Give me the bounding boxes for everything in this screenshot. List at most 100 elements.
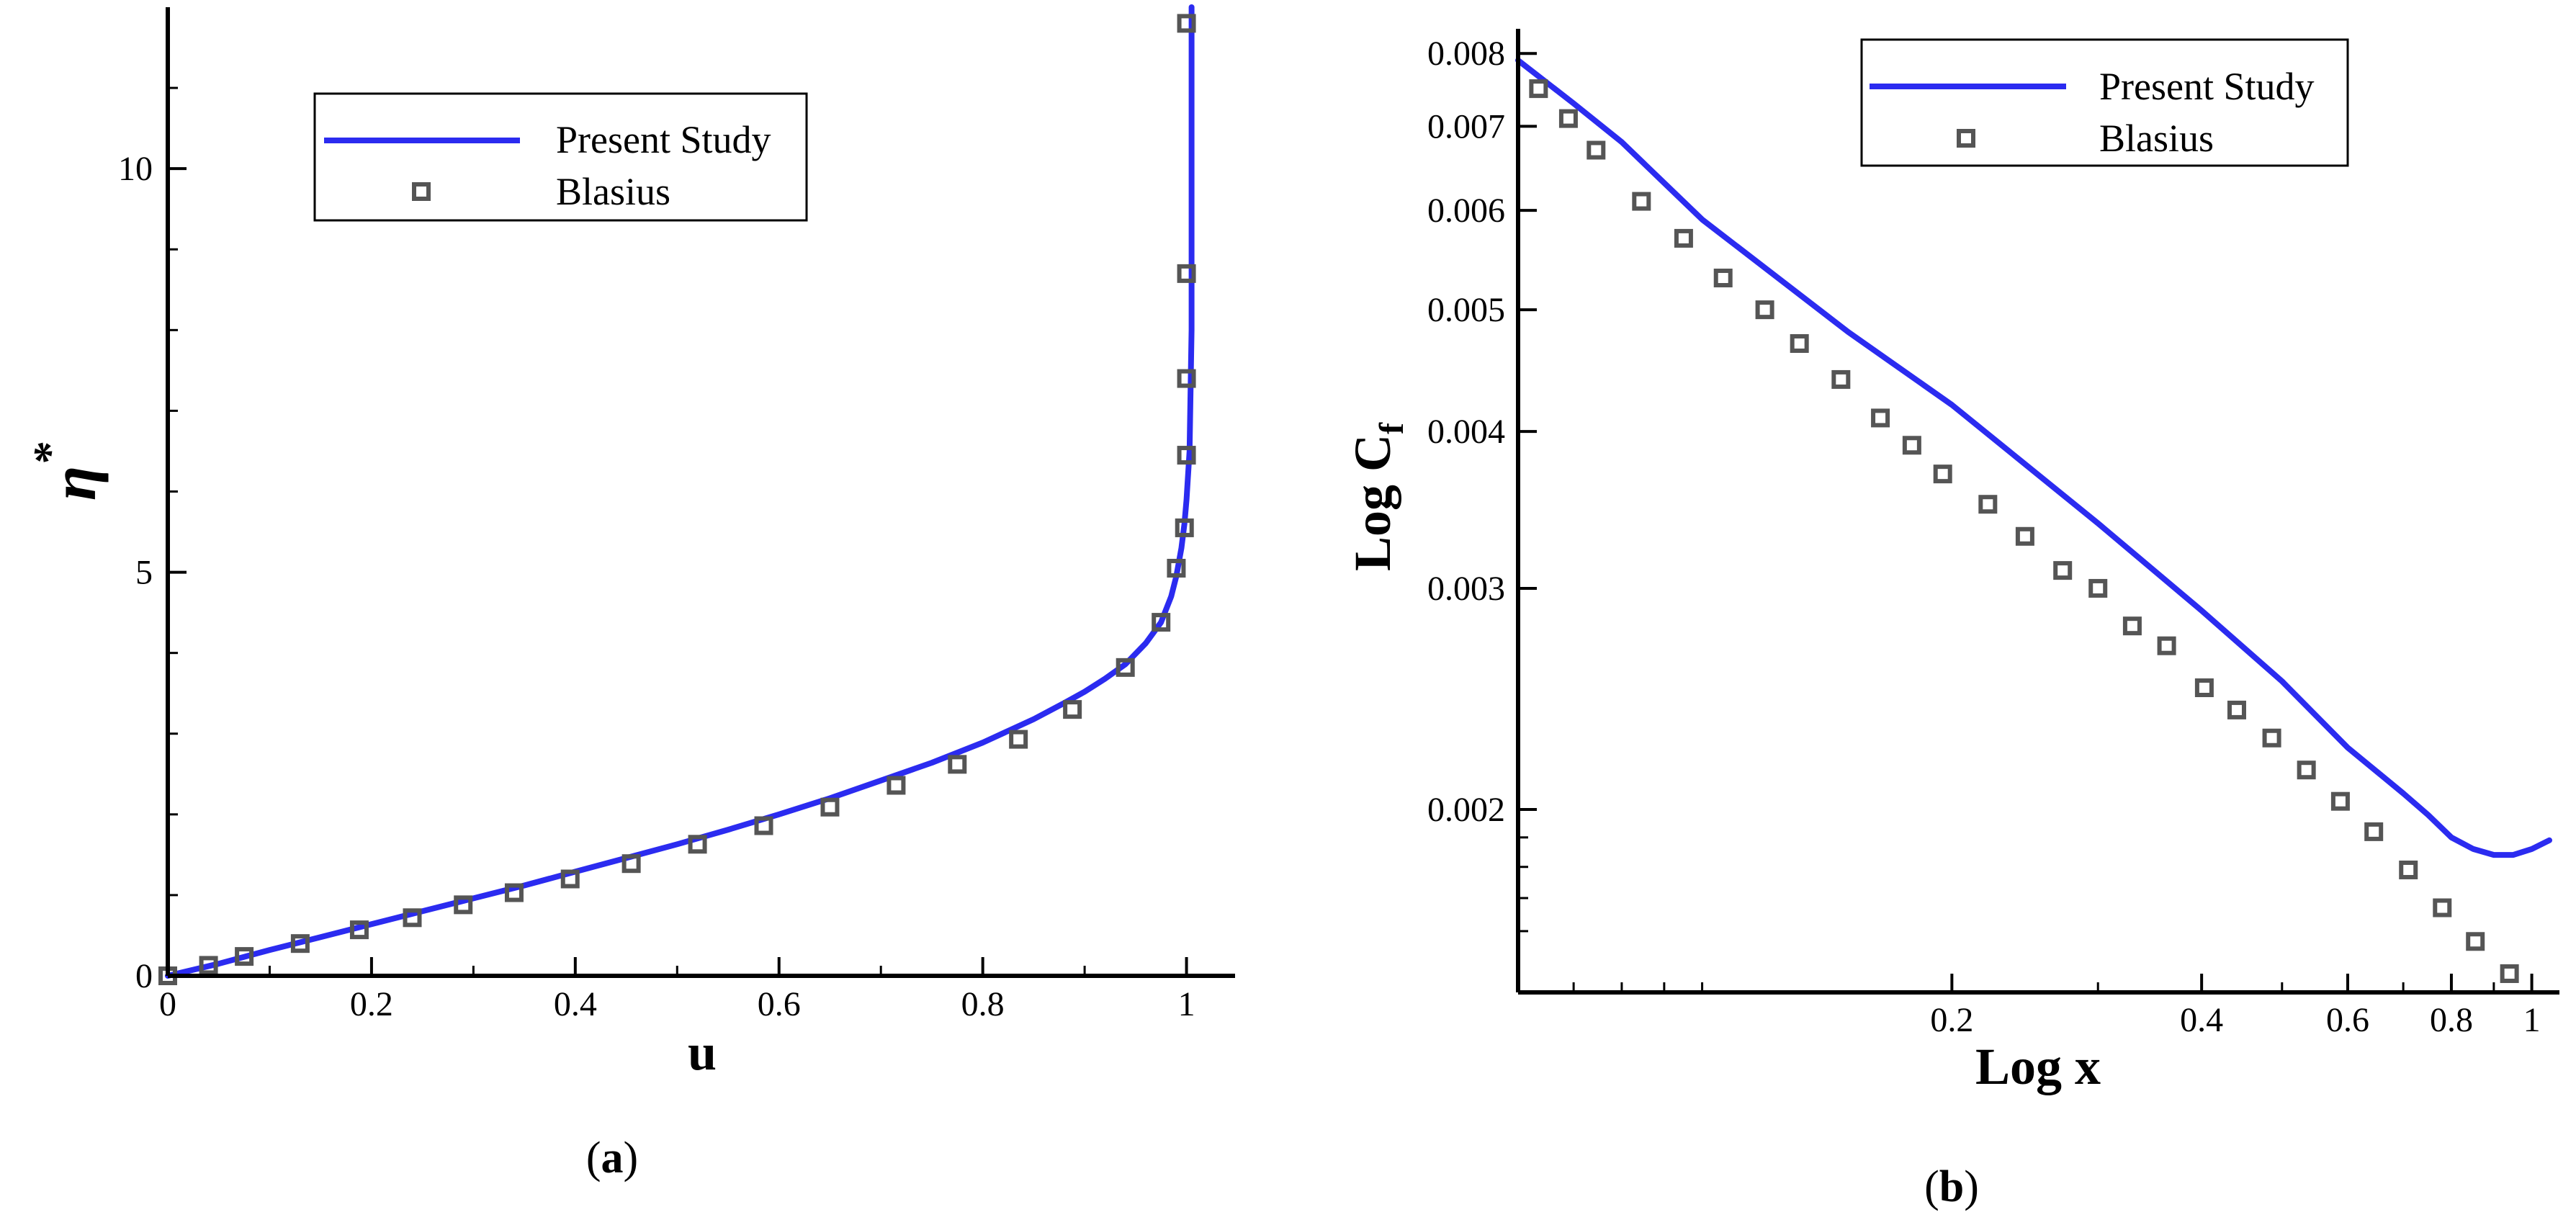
data-point-blasius — [2227, 700, 2246, 719]
data-point-blasius — [1713, 269, 1733, 288]
data-point-blasius — [1902, 436, 1921, 455]
data-point-blasius — [2330, 791, 2350, 811]
legend-label-blasius: Blasius — [556, 170, 670, 213]
y-tick-label: 0.007 — [1427, 107, 1505, 145]
caption-b: (b) — [1924, 1162, 1979, 1211]
data-point-blasius — [2364, 822, 2384, 841]
y-tick-label: 5 — [135, 554, 153, 592]
data-point-blasius — [1871, 408, 1890, 428]
data-point-blasius — [1009, 730, 1028, 749]
y-axis-title: η* — [24, 442, 109, 501]
data-point-blasius — [754, 816, 773, 835]
data-point-blasius — [403, 908, 422, 928]
chart-panel-b: 0.2 0.4 0.6 0.8 1 0.002 0.003 0.004 0.005 0.006 0.… — [1344, 29, 2559, 1211]
legend: Present Study Blasius — [1860, 38, 2349, 167]
data-point-blasius — [1177, 446, 1196, 465]
legend: Present Study Blasius — [313, 92, 808, 222]
y-tick-label: 0.006 — [1427, 192, 1505, 230]
plot-area — [1515, 57, 2552, 983]
data-point-blasius — [1558, 109, 1578, 128]
data-point-blasius — [2157, 636, 2176, 655]
legend-marker-swatch — [1957, 129, 1975, 148]
y-tick-label: 0.003 — [1427, 570, 1505, 608]
y-tick-label: 0.002 — [1427, 791, 1505, 829]
legend-box — [313, 92, 808, 222]
data-point-blasius — [1933, 465, 1952, 484]
data-point-blasius — [2466, 932, 2485, 951]
data-point-blasius — [887, 776, 906, 795]
data-point-blasius — [1529, 79, 1548, 99]
data-point-blasius — [1177, 369, 1196, 388]
data-point-blasius — [1063, 700, 1082, 719]
caption-a: (a) — [586, 1134, 638, 1183]
x-tick-label: 0.8 — [961, 985, 1005, 1023]
data-point-blasius — [2122, 616, 2142, 636]
y-tick-label: 0.004 — [1427, 413, 1505, 451]
data-point-blasius — [2194, 678, 2214, 698]
x-tick-label: 0.8 — [2430, 1001, 2473, 1039]
data-point-blasius — [504, 883, 524, 902]
series-line-present-study — [165, 4, 1195, 979]
data-point-blasius — [1790, 333, 1809, 353]
legend-label-blasius: Blasius — [2099, 117, 2214, 160]
data-point-blasius — [2262, 728, 2281, 748]
data-point-blasius — [2015, 526, 2034, 546]
data-point-blasius — [199, 956, 218, 975]
y-tick-label: 10 — [118, 150, 153, 188]
data-point-blasius — [560, 869, 580, 889]
x-tick-label: 1 — [1178, 985, 1195, 1023]
data-point-blasius — [1177, 264, 1196, 283]
data-point-blasius — [2053, 561, 2073, 580]
data-point-blasius — [1674, 228, 1693, 248]
legend-marker-swatch — [412, 182, 431, 201]
x-axis-title: u — [688, 1023, 717, 1081]
data-point-blasius — [1755, 300, 1774, 320]
data-point-blasius — [1831, 369, 1851, 389]
y-axis-title-sup: * — [24, 442, 75, 466]
data-point-blasius — [349, 920, 369, 940]
x-tick-label: 0.6 — [2326, 1001, 2369, 1039]
y-tick-label: 0 — [135, 957, 153, 995]
legend-box — [1860, 38, 2349, 167]
y-tick-label: 0.008 — [1427, 35, 1505, 73]
data-point-blasius — [290, 934, 310, 953]
data-point-blasius — [1632, 192, 1651, 211]
x-axis-title: Log x — [1975, 1038, 2101, 1095]
data-point-blasius — [1978, 495, 1998, 514]
axis-ticks: 0.2 0.4 0.6 0.8 1 0.002 0.003 0.004 0.005 0.006 0.… — [1427, 35, 2541, 1039]
data-point-blasius — [235, 947, 254, 966]
x-tick-label: 0.6 — [758, 985, 801, 1023]
series-line-present-study — [1515, 57, 2552, 858]
data-point-blasius — [2500, 964, 2519, 983]
x-tick-label: 0.2 — [350, 985, 393, 1023]
y-axis-title-sub: f — [1373, 422, 1411, 434]
data-point-blasius — [2297, 760, 2316, 780]
data-point-blasius — [1167, 558, 1186, 578]
data-point-blasius — [454, 895, 473, 915]
data-point-blasius — [1152, 613, 1171, 632]
y-axis-title: Log Cf — [1344, 422, 1411, 571]
x-tick-label: 0.4 — [2180, 1001, 2223, 1039]
data-point-blasius — [1587, 140, 1606, 160]
x-tick-label: 0.2 — [1930, 1001, 1973, 1039]
data-point-blasius — [2399, 860, 2418, 879]
data-point-blasius — [1175, 518, 1194, 537]
data-point-blasius — [820, 797, 840, 817]
legend-label-present-study: Present Study — [556, 118, 771, 161]
data-point-blasius — [1177, 14, 1196, 33]
data-point-blasius — [2088, 578, 2108, 598]
y-axis-title-main: Log Cf — [1344, 422, 1411, 571]
data-point-blasius — [1116, 658, 1135, 677]
y-tick-label: 0.005 — [1427, 291, 1505, 329]
data-point-blasius — [621, 854, 641, 874]
x-tick-label: 1 — [2523, 1001, 2541, 1039]
x-tick-label: 0 — [159, 985, 176, 1023]
y-axis-title-main: η* — [24, 442, 109, 501]
legend-label-present-study: Present Study — [2099, 65, 2315, 108]
data-point-blasius — [2433, 898, 2452, 917]
data-point-blasius — [948, 755, 967, 774]
data-point-blasius — [688, 835, 707, 854]
